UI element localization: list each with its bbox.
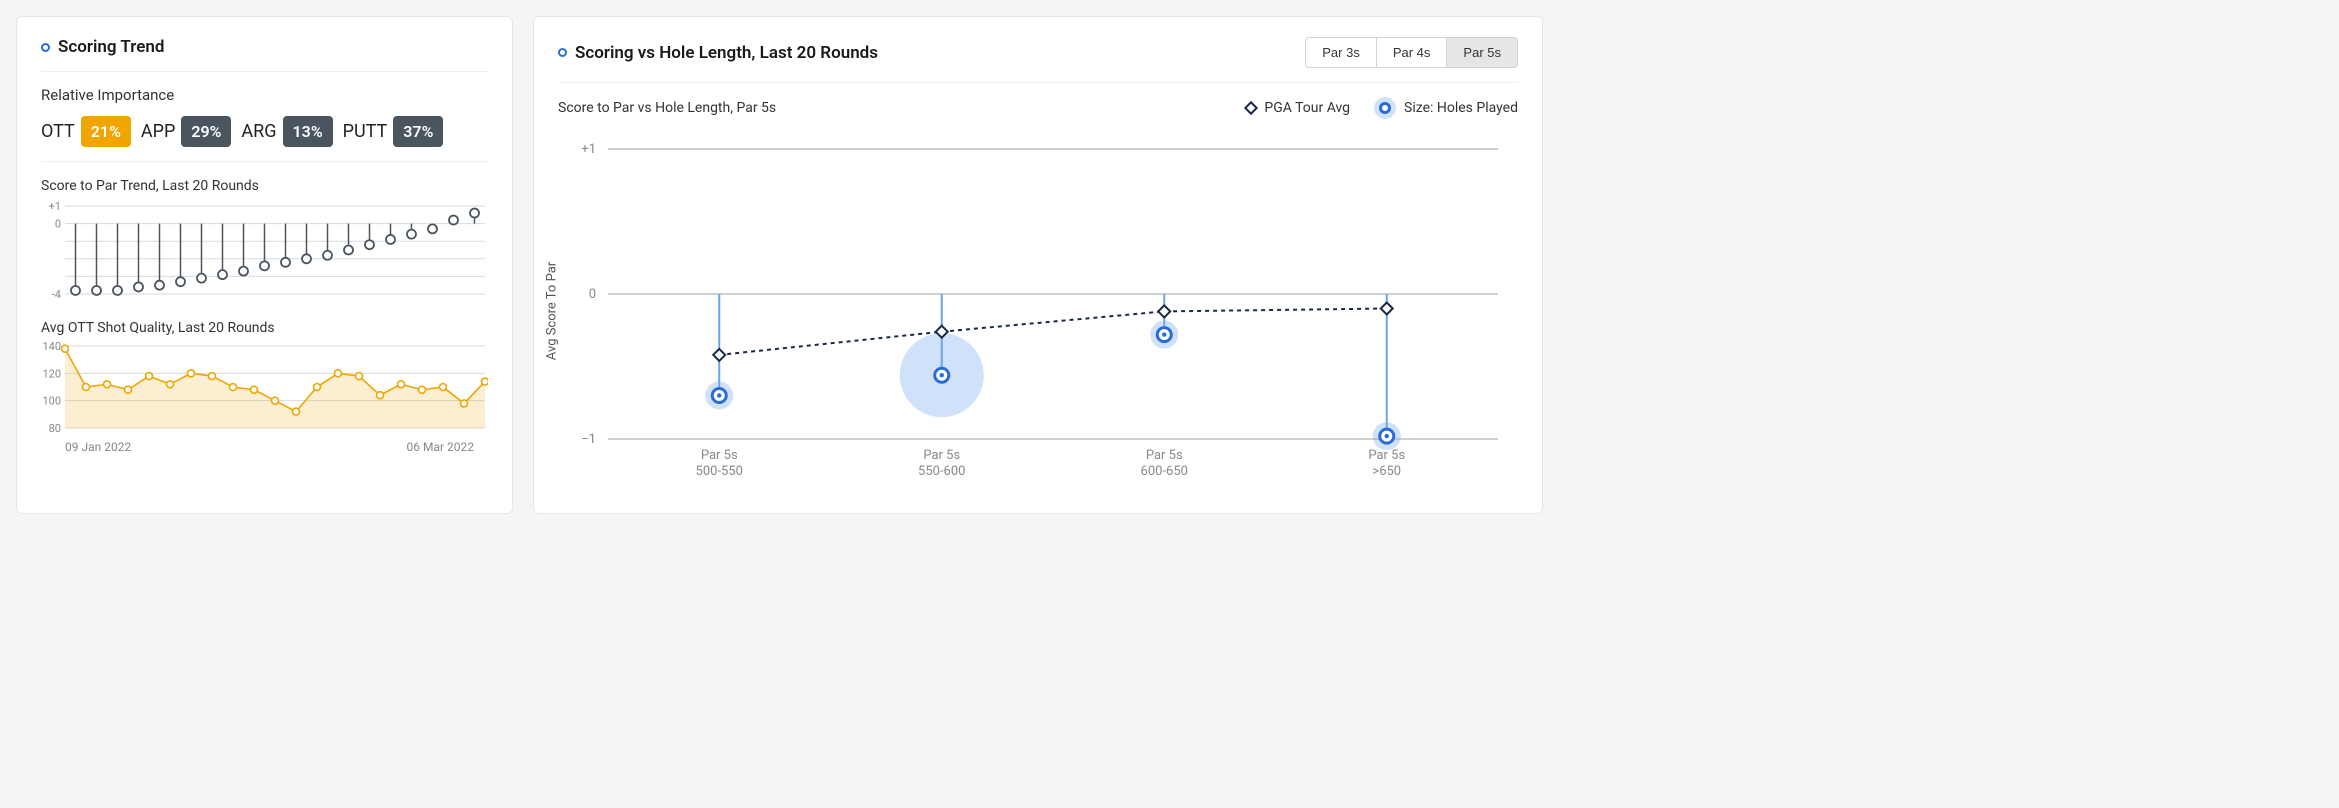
card-header: Scoring vs Hole Length, Last 20 Rounds P… — [558, 37, 1518, 68]
importance-item[interactable]: OTT 21% — [41, 116, 131, 147]
tab-par-4s[interactable]: Par 4s — [1377, 38, 1448, 67]
tab-par-3s[interactable]: Par 3s — [1306, 38, 1377, 67]
card-header: Scoring Trend — [41, 37, 488, 57]
card-title-text: Scoring Trend — [58, 37, 164, 57]
importance-item[interactable]: PUTT37% — [343, 116, 444, 147]
svg-text:Par 5s: Par 5s — [1368, 448, 1405, 463]
svg-text:−1: −1 — [581, 432, 596, 447]
importance-item[interactable]: APP 29% — [141, 116, 232, 147]
importance-row: OTT 21% APP 29% ARG 13% PUTT37% — [41, 116, 488, 147]
chart-subtitle: Score to Par vs Hole Length, Par 5s — [558, 100, 776, 116]
svg-text:Par 5s: Par 5s — [1146, 448, 1183, 463]
svg-text:600-650: 600-650 — [1141, 464, 1188, 479]
divider — [558, 82, 1518, 83]
svg-text:Par 5s: Par 5s — [701, 448, 738, 463]
legend-row: Score to Par vs Hole Length, Par 5s PGA … — [558, 97, 1518, 119]
scoring-trend-card: Scoring Trend Relative Importance OTT 21%… — [16, 16, 513, 514]
svg-text:100: 100 — [42, 395, 61, 408]
y-axis-label: Avg Score To Par — [545, 262, 560, 360]
svg-text:+1: +1 — [581, 142, 596, 157]
importance-label: OTT — [41, 121, 75, 142]
bubble-icon — [1374, 97, 1396, 119]
trend-chart-title: Score to Par Trend, Last 20 Rounds — [41, 178, 488, 194]
hole-length-chart: +10−1Par 5s500-550Par 5s550-600Par 5s600… — [558, 129, 1518, 489]
svg-text:550-600: 550-600 — [918, 464, 965, 479]
scoring-vs-length-card: Scoring vs Hole Length, Last 20 Rounds P… — [533, 16, 1543, 514]
svg-text:+1: +1 — [49, 200, 61, 213]
importance-badge: 37% — [393, 116, 443, 147]
legend-size-label: Size: Holes Played — [1404, 100, 1518, 116]
date-axis-row: 09 Jan 2022 06 Mar 2022 — [41, 440, 488, 454]
svg-text:>650: >650 — [1372, 464, 1401, 479]
hole-length-chart-wrap: Avg Score To Par +10−1Par 5s500-550Par 5… — [558, 129, 1518, 493]
legend-size: Size: Holes Played — [1374, 97, 1518, 119]
card-title: Scoring vs Hole Length, Last 20 Rounds — [558, 43, 878, 63]
diamond-icon — [1244, 101, 1258, 115]
svg-text:500-550: 500-550 — [696, 464, 743, 479]
svg-text:140: 140 — [42, 342, 61, 353]
card-title: Scoring Trend — [41, 37, 164, 57]
svg-text:0: 0 — [589, 287, 596, 302]
svg-text:-4: -4 — [52, 288, 61, 300]
ott-quality-chart: 80 100 120 140 — [41, 342, 488, 432]
divider — [41, 161, 488, 162]
importance-label: APP — [141, 121, 175, 142]
legend-pga-label: PGA Tour Avg — [1264, 100, 1350, 116]
importance-badge: 21% — [81, 116, 131, 147]
importance-item[interactable]: ARG 13% — [241, 116, 332, 147]
legend-pga: PGA Tour Avg — [1246, 100, 1350, 116]
title-marker-icon — [41, 43, 50, 52]
score-to-par-trend-chart: -4 0 +1 — [41, 200, 488, 300]
date-end: 06 Mar 2022 — [407, 440, 475, 454]
importance-label: PUTT — [343, 121, 388, 142]
importance-badge: 13% — [283, 116, 333, 147]
importance-label: ARG — [241, 121, 276, 142]
tab-par-5s[interactable]: Par 5s — [1447, 38, 1517, 67]
svg-text:0: 0 — [55, 218, 61, 231]
divider — [41, 71, 488, 72]
title-marker-icon — [558, 48, 567, 57]
svg-text:Par 5s: Par 5s — [923, 448, 960, 463]
svg-text:80: 80 — [49, 422, 61, 432]
date-start: 09 Jan 2022 — [65, 440, 131, 454]
svg-text:120: 120 — [42, 367, 61, 380]
relative-importance-label: Relative Importance — [41, 86, 488, 104]
card-title-text: Scoring vs Hole Length, Last 20 Rounds — [575, 43, 878, 63]
importance-badge: 29% — [181, 116, 231, 147]
legend-items: PGA Tour Avg Size: Holes Played — [1246, 97, 1518, 119]
par-tabs: Par 3sPar 4sPar 5s — [1305, 37, 1518, 68]
ott-chart-title: Avg OTT Shot Quality, Last 20 Rounds — [41, 320, 488, 336]
